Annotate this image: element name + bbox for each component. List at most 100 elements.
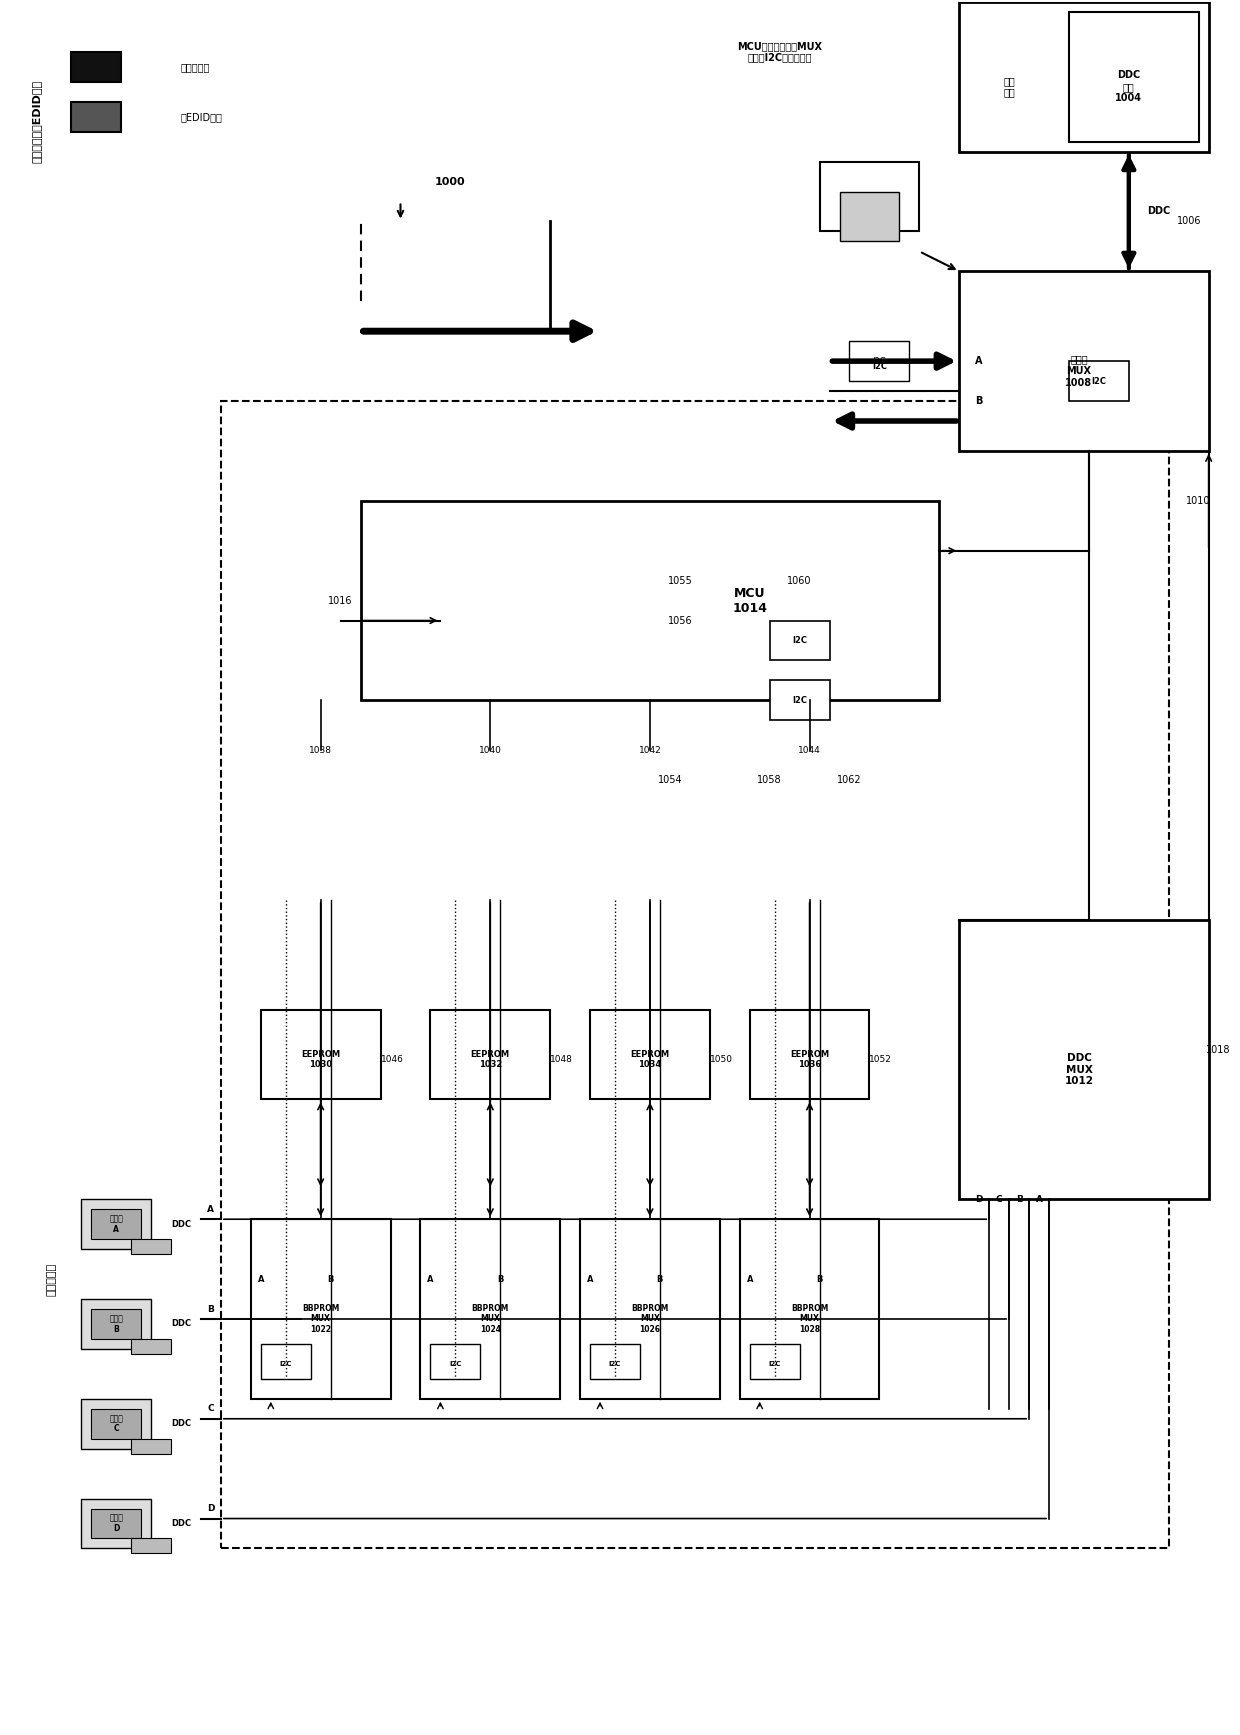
Bar xyxy=(81,1199,151,1249)
Bar xyxy=(92,1209,141,1239)
Text: 1038: 1038 xyxy=(309,746,332,755)
Text: 计算机
A: 计算机 A xyxy=(109,1214,123,1234)
Text: 计算机选择: 计算机选择 xyxy=(46,1263,56,1296)
Bar xyxy=(250,1220,391,1398)
Text: DDC: DDC xyxy=(171,1419,191,1428)
Bar xyxy=(1069,361,1128,401)
Text: EEPROM
1036: EEPROM 1036 xyxy=(790,1050,830,1069)
Text: I2C: I2C xyxy=(792,696,807,704)
Text: D: D xyxy=(207,1504,215,1513)
Text: A: A xyxy=(1035,1195,1043,1204)
Bar xyxy=(740,1220,879,1398)
Text: 1050: 1050 xyxy=(709,1055,733,1064)
Text: 1016: 1016 xyxy=(329,595,353,606)
Bar xyxy=(750,1345,800,1379)
Text: A: A xyxy=(427,1275,434,1284)
Bar xyxy=(221,401,1169,1548)
Text: 计算机
C: 计算机 C xyxy=(109,1414,123,1433)
Text: B: B xyxy=(497,1275,503,1284)
Bar xyxy=(849,342,909,382)
Text: B: B xyxy=(207,1305,215,1313)
Text: 1060: 1060 xyxy=(787,576,812,586)
Text: 1058: 1058 xyxy=(758,776,782,786)
Text: 监视器
MUX
1008: 监视器 MUX 1008 xyxy=(1065,354,1092,387)
Text: A: A xyxy=(258,1275,264,1284)
Bar xyxy=(361,501,939,701)
Text: 1052: 1052 xyxy=(869,1055,893,1064)
Bar xyxy=(71,102,122,132)
Bar xyxy=(770,621,830,661)
Text: ＝EDID信息: ＝EDID信息 xyxy=(181,111,223,121)
Bar xyxy=(131,1239,171,1254)
Text: I2C: I2C xyxy=(792,637,807,645)
Text: 1046: 1046 xyxy=(381,1055,403,1064)
Text: A: A xyxy=(207,1204,215,1214)
Text: DDC: DDC xyxy=(1147,206,1171,217)
Bar xyxy=(590,1345,640,1379)
Text: B: B xyxy=(976,396,983,406)
Bar xyxy=(71,52,122,82)
Text: EEPROM
1032: EEPROM 1032 xyxy=(471,1050,510,1069)
Bar xyxy=(430,1345,480,1379)
Bar xyxy=(260,1010,381,1100)
Text: I2C: I2C xyxy=(872,361,887,371)
Text: DDC: DDC xyxy=(171,1320,191,1329)
Text: A: A xyxy=(746,1275,753,1284)
Bar xyxy=(580,1220,719,1398)
Text: EEPROM
1034: EEPROM 1034 xyxy=(630,1050,670,1069)
Text: B: B xyxy=(657,1275,663,1284)
Text: BBPROM
MUX
1024: BBPROM MUX 1024 xyxy=(471,1305,508,1334)
Bar xyxy=(1069,12,1199,142)
Text: I2C: I2C xyxy=(609,1360,621,1367)
Bar xyxy=(430,1010,551,1100)
Text: I2C: I2C xyxy=(769,1360,781,1367)
Text: I2C: I2C xyxy=(873,357,887,366)
Text: DDC
接口
1004: DDC 接口 1004 xyxy=(1115,69,1142,104)
Text: A: A xyxy=(976,356,983,366)
Text: 1048: 1048 xyxy=(551,1055,573,1064)
Text: BBPROM
MUX
1028: BBPROM MUX 1028 xyxy=(791,1305,828,1334)
Text: 视频
端口: 视频 端口 xyxy=(1003,76,1016,97)
Text: 计算机
D: 计算机 D xyxy=(109,1515,123,1534)
Bar xyxy=(770,680,830,720)
Text: 1044: 1044 xyxy=(799,746,821,755)
Text: EEPROM
1030: EEPROM 1030 xyxy=(301,1050,340,1069)
Text: BBPROM
MUX
1026: BBPROM MUX 1026 xyxy=(631,1305,668,1334)
Text: A: A xyxy=(587,1275,593,1284)
Text: 1006: 1006 xyxy=(1177,217,1202,227)
Bar xyxy=(81,1499,151,1548)
Bar xyxy=(131,1539,171,1553)
Bar xyxy=(960,2,1209,151)
Bar xyxy=(960,271,1209,451)
Text: DDC
MUX
1012: DDC MUX 1012 xyxy=(1064,1053,1094,1086)
Text: B: B xyxy=(1016,1195,1023,1204)
Bar xyxy=(92,1508,141,1539)
Text: 1000: 1000 xyxy=(435,177,466,187)
Text: 1018: 1018 xyxy=(1207,1044,1231,1055)
Bar xyxy=(839,191,899,241)
Text: DDC: DDC xyxy=(171,1520,191,1529)
Text: I2C: I2C xyxy=(449,1360,461,1367)
Bar xyxy=(260,1345,311,1379)
Bar xyxy=(131,1438,171,1454)
Text: B: B xyxy=(327,1275,334,1284)
Text: 1056: 1056 xyxy=(667,616,692,626)
Bar xyxy=(92,1308,141,1339)
Bar xyxy=(131,1339,171,1353)
Text: ＝控制信号: ＝控制信号 xyxy=(181,62,211,71)
Bar xyxy=(960,920,1209,1199)
Text: 从监视器读取EDID信息: 从监视器读取EDID信息 xyxy=(31,80,41,163)
Text: 1042: 1042 xyxy=(639,746,661,755)
Text: 1010: 1010 xyxy=(1187,496,1211,507)
Bar xyxy=(81,1398,151,1449)
Text: C: C xyxy=(996,1195,1002,1204)
Text: 计算机
B: 计算机 B xyxy=(109,1315,123,1334)
Bar xyxy=(750,1010,869,1100)
Text: C: C xyxy=(207,1404,215,1414)
Bar xyxy=(81,1300,151,1348)
Bar xyxy=(590,1010,709,1100)
Text: I2C: I2C xyxy=(1091,376,1106,385)
Text: D: D xyxy=(976,1195,983,1204)
Text: MCU发送将监视器MUX
设置到I2C接口的命令: MCU发送将监视器MUX 设置到I2C接口的命令 xyxy=(737,42,822,62)
Text: 1054: 1054 xyxy=(657,776,682,786)
